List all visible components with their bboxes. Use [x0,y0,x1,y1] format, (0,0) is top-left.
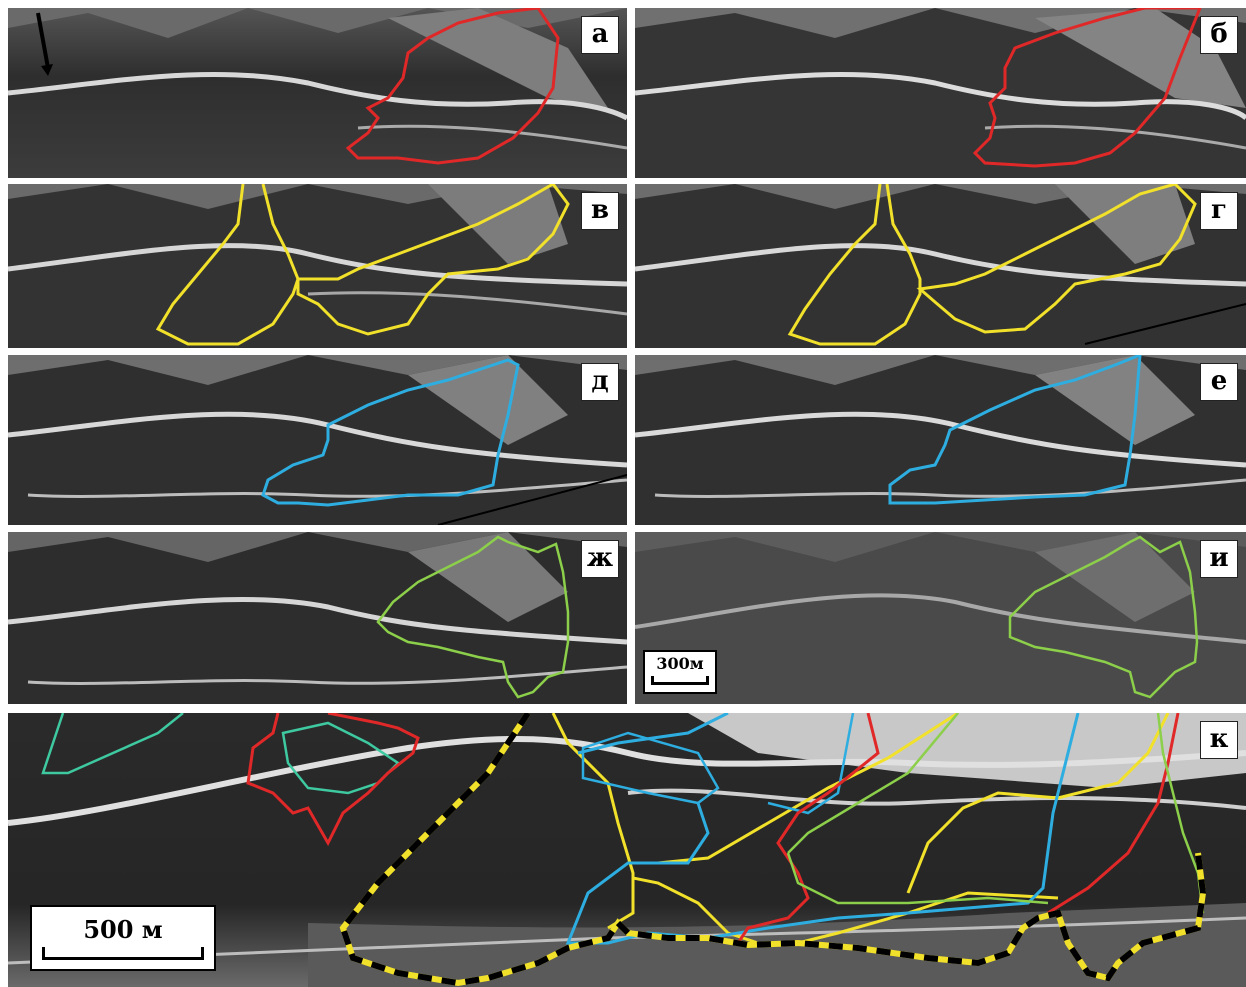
map-panel-v: в [8,184,627,348]
map-panel-g: г [635,184,1246,348]
map-panel-i: и 300м [635,532,1246,704]
north-arrow-icon [36,12,50,69]
landslide-outline-blue [767,713,855,815]
map-panel-b: б [635,8,1246,178]
panel-label-zh: ж [581,540,619,578]
panel-label-v: в [581,192,619,230]
satellite-image-a [8,8,627,178]
map-panel-a: а [8,8,627,178]
landslide-outline-red [345,8,560,165]
panel-label-e: е [1200,363,1238,401]
panel-label-a: а [581,16,619,54]
landslide-outline-blue [577,713,729,755]
landslide-outline-blue [581,731,720,805]
panel-label-d: д [581,363,619,401]
panel-label-i: и [1200,540,1238,578]
landslide-outline-blue [888,355,1142,505]
satellite-image-v [8,184,627,348]
landslide-outline-yellow [787,184,922,346]
landslide-outline-teal [41,713,184,775]
scale-bar-500m-line [42,947,204,960]
landslide-outline-yellow [155,184,300,346]
panel-label-b: б [1200,16,1238,54]
landslide-outline-red [246,713,420,847]
landslide-outline-yellow [551,713,635,930]
scale-bar-300m-label: 300м [656,654,704,673]
map-panel-d: д [8,355,627,525]
panel-label-k: к [1200,721,1238,759]
landslide-outline-green [376,535,570,699]
landslide-outline-green [786,852,1049,905]
landslide-outline-red [1047,713,1180,915]
landslide-outline-yellow [296,184,570,336]
scale-bar-500m: 500 м [30,905,216,971]
satellite-image-g [635,184,1246,348]
satellite-image-d [8,355,627,525]
scale-bar-300m: 300м [643,650,717,694]
scale-bar-500m-label: 500 м [83,915,163,944]
landslide-outline-blue [261,358,520,507]
map-panel-k: к 500 м [8,713,1246,987]
map-panel-zh: ж [8,532,627,704]
map-panel-e: е [635,355,1246,525]
landslide-outline-yellow [916,184,1197,334]
scale-bar-300m-line [651,676,709,685]
landslide-outline-yellow [906,713,1170,894]
landslide-outline-red [736,713,880,944]
panel-label-g: г [1200,192,1238,230]
satellite-image-zh [8,532,627,704]
landslide-boundary-dashed [339,713,1207,987]
satellite-image-i [635,532,1246,704]
landslide-outline-green [787,713,959,854]
landslide-outline-yellow [657,713,959,865]
satellite-image-e [635,355,1246,525]
landslide-outline-red [972,8,1202,168]
satellite-image-b [635,8,1246,178]
landslide-outline-green [1008,535,1199,699]
